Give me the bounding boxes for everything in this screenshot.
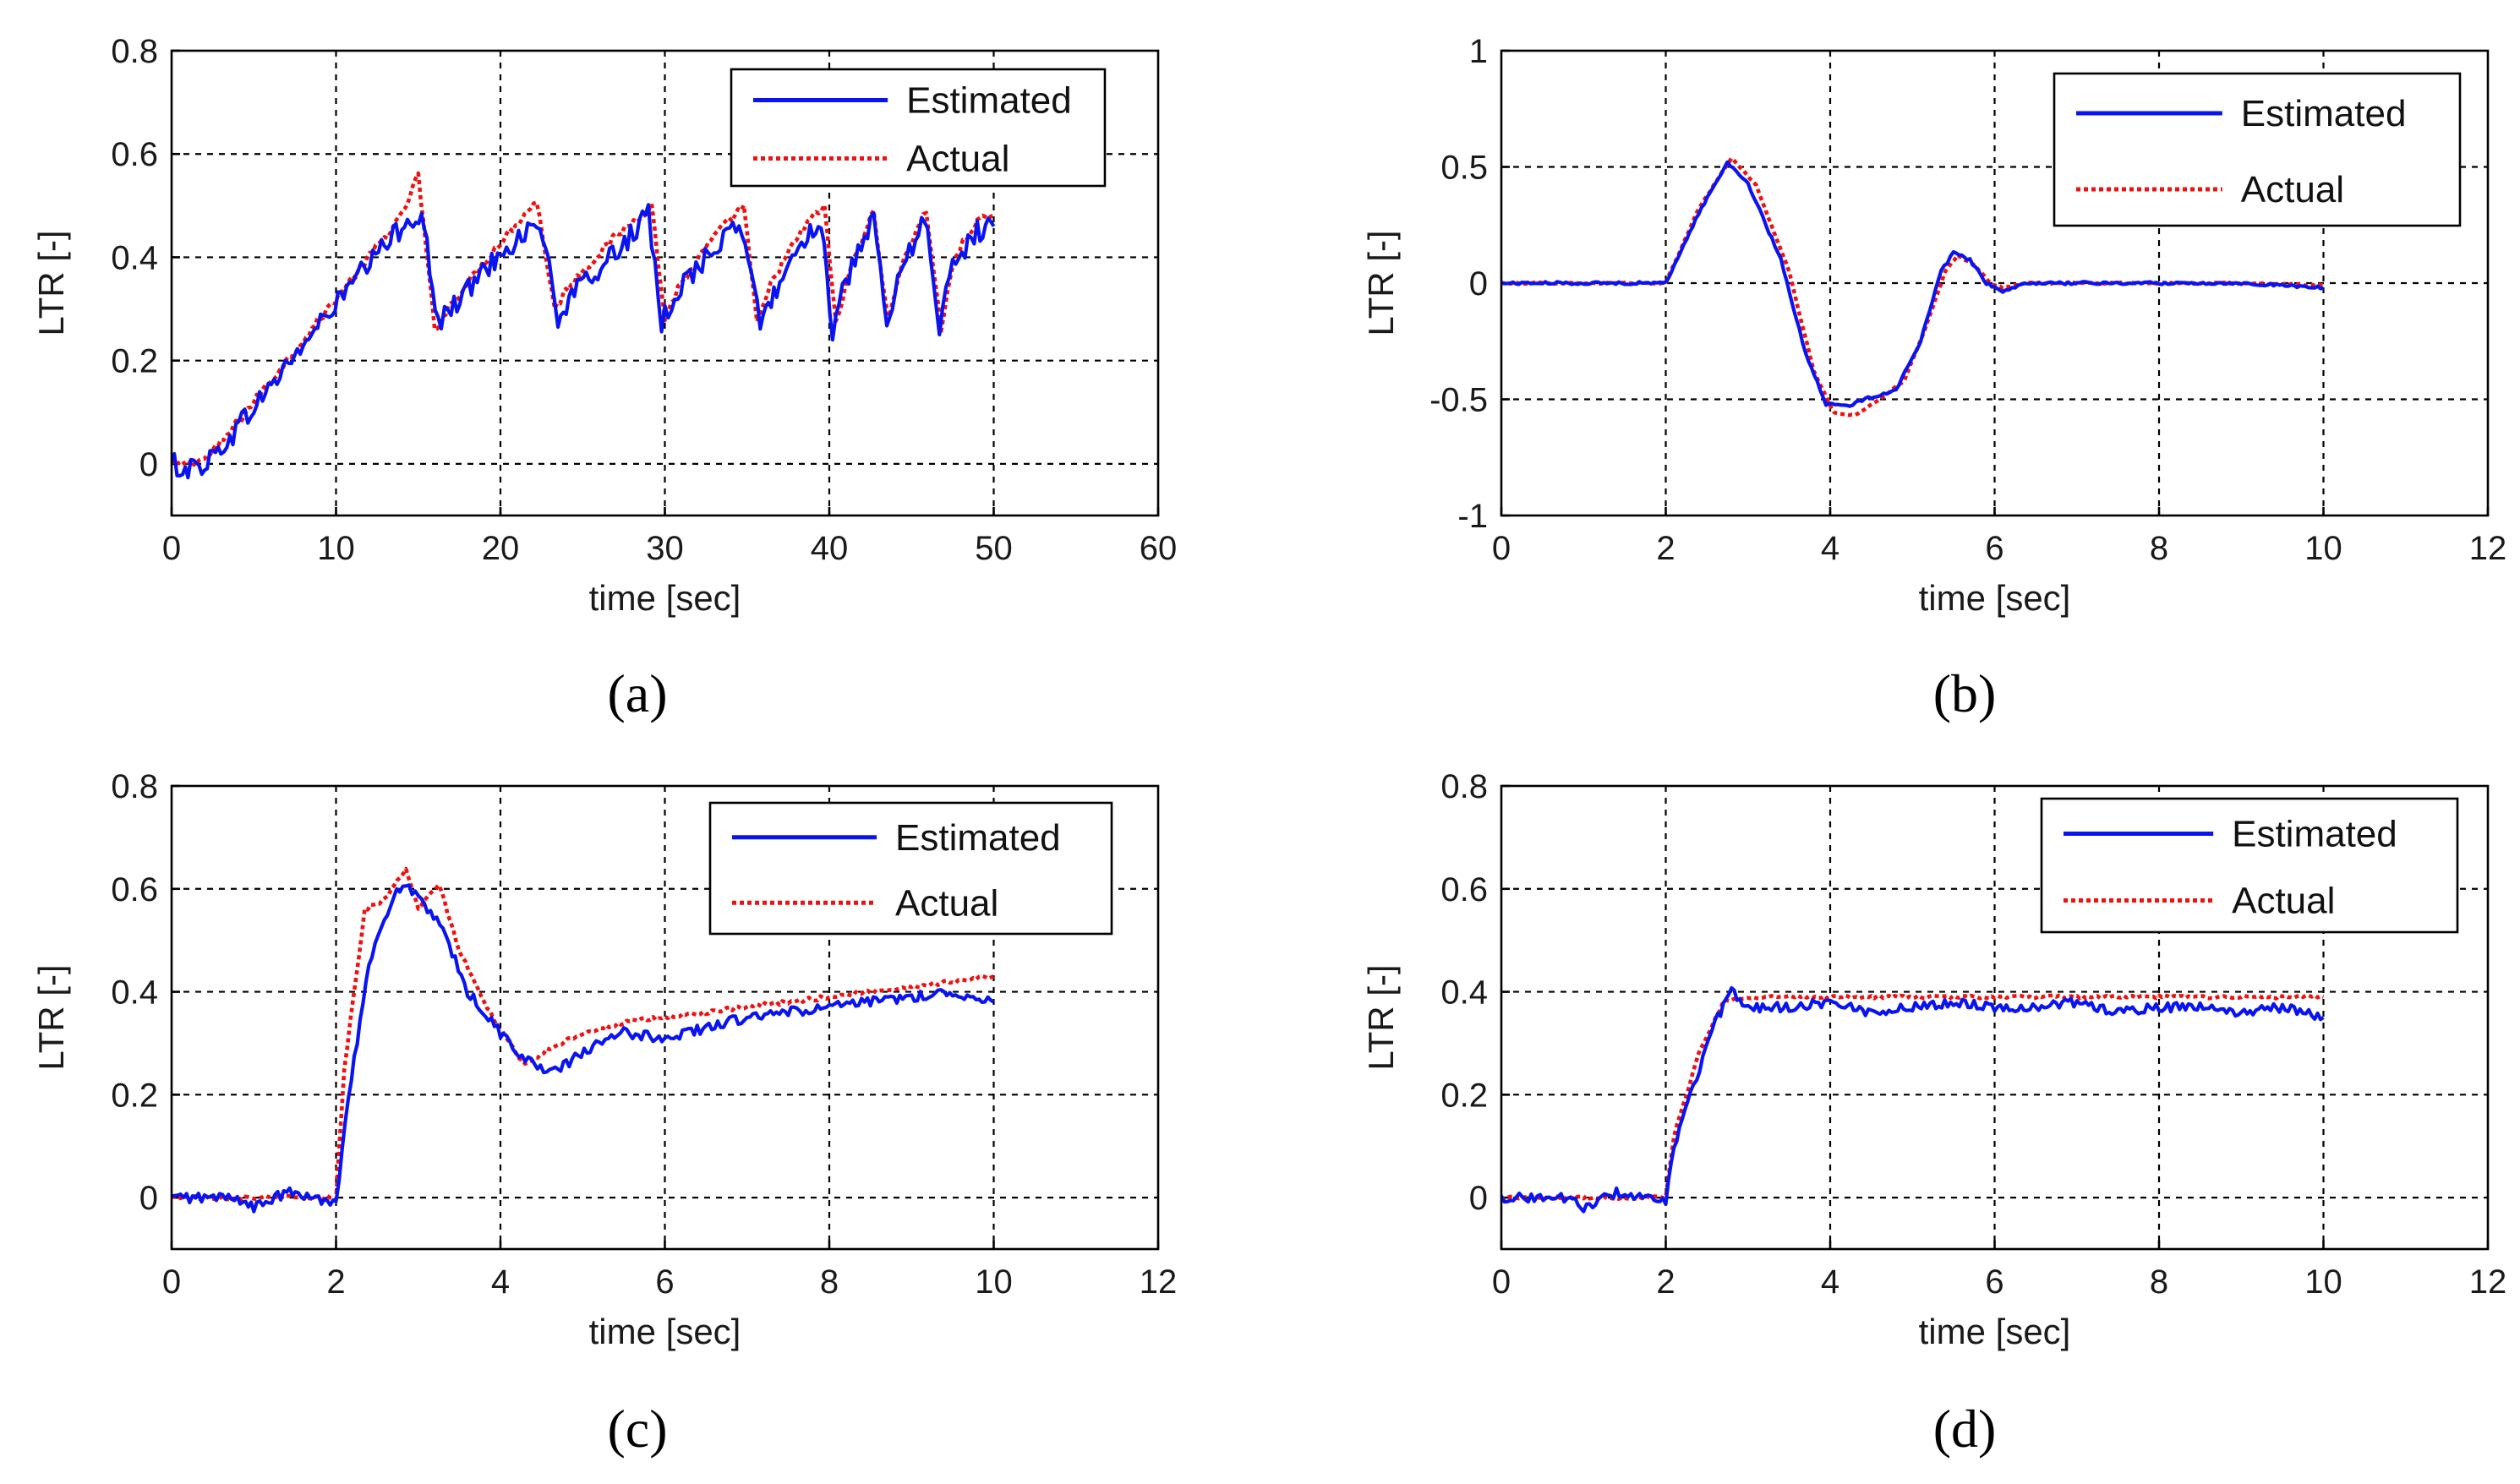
- x-tick-label: 2: [1656, 1263, 1675, 1301]
- series-line-actual: [1501, 993, 2325, 1202]
- y-tick-label: 0.2: [1440, 1077, 1488, 1114]
- chart-panel-d: (d) 0 2 4 6 8 10 12 0 0.2 0.4 0.6 0.8 time [sec] LTR …: [1361, 768, 2506, 1459]
- x-tick-label: 6: [655, 1263, 674, 1301]
- y-axis-label: LTR [-]: [31, 230, 71, 336]
- y-tick-label: 0: [139, 446, 158, 483]
- chart-panel-c: (c) 0 2 4 6 8 10 12 0 0.2 0.4 0.6 0.8 time [sec] LTR …: [31, 768, 1177, 1459]
- legend-label: Actual: [2241, 169, 2344, 210]
- y-tick-label: 0: [1469, 1180, 1488, 1217]
- x-tick-label: 4: [491, 1263, 510, 1301]
- series-line-estimated: [1501, 985, 2325, 1214]
- x-tick-label: 10: [2304, 530, 2342, 567]
- legend-label: Estimated: [906, 80, 1072, 122]
- x-tick-label: 12: [2469, 530, 2507, 567]
- y-tick-label: 0.2: [111, 1077, 158, 1114]
- panel-caption: (d): [1933, 1399, 1997, 1459]
- x-tick-label: 60: [1140, 530, 1178, 567]
- panel-caption: (c): [607, 1399, 667, 1459]
- chart-panel-b: (b) 0 2 4 6 8 10 12 -1 -0.5 0 0.5 1 time [sec] LTR [-…: [1361, 33, 2506, 723]
- x-tick-label: 8: [820, 1263, 839, 1301]
- x-tick-label: 12: [1140, 1263, 1178, 1301]
- x-tick-label: 12: [2469, 1263, 2507, 1301]
- legend-label: Estimated: [2232, 814, 2397, 855]
- plot-frame: [170, 49, 1160, 517]
- x-axis-label: time [sec]: [589, 578, 741, 618]
- y-tick-label: 0.8: [1440, 768, 1488, 805]
- legend: Estimated Actual: [2040, 797, 2459, 934]
- y-tick-label: 0.5: [1440, 150, 1488, 187]
- chart-panel-a: (a) 0 10 20 30 40 50 60 0 0.2 0.4 0.6 0.8 time [sec]…: [31, 33, 1177, 723]
- x-tick-label: 0: [162, 530, 181, 567]
- x-tick-label: 40: [811, 530, 849, 567]
- legend-label: Actual: [2232, 881, 2335, 922]
- x-tick-label: 8: [2150, 1263, 2168, 1301]
- y-tick-label: 0.6: [111, 136, 158, 173]
- y-axis-label: LTR [-]: [1361, 964, 1401, 1070]
- y-tick-label: 0.4: [111, 239, 158, 276]
- legend-label: Actual: [906, 139, 1009, 180]
- x-tick-label: 8: [2150, 530, 2168, 567]
- y-tick-label: 0.8: [111, 768, 158, 805]
- legend-label: Estimated: [895, 817, 1061, 859]
- y-tick-label: 0: [139, 1180, 158, 1217]
- y-tick-label: 0.6: [111, 871, 158, 908]
- series-line-estimated: [172, 883, 995, 1214]
- y-tick-label: 0.4: [1440, 974, 1488, 1012]
- panel-caption: (a): [607, 663, 667, 723]
- x-tick-label: 4: [1821, 1263, 1839, 1301]
- panel-caption: (b): [1933, 663, 1997, 723]
- x-tick-label: 20: [482, 530, 520, 567]
- y-tick-label: 1: [1469, 33, 1488, 70]
- x-tick-label: 50: [975, 530, 1013, 567]
- legend-box: [2053, 72, 2462, 227]
- x-tick-label: 0: [1492, 1263, 1511, 1301]
- legend-label: Estimated: [2241, 93, 2407, 134]
- series-line-estimated: [172, 203, 996, 480]
- x-axis-label: time [sec]: [1919, 1312, 2071, 1351]
- y-tick-label: 0.4: [111, 974, 158, 1012]
- y-axis-label: LTR [-]: [31, 964, 71, 1070]
- x-tick-label: 30: [646, 530, 684, 567]
- plot-frame: [1500, 784, 2490, 1251]
- x-axis-label: time [sec]: [1919, 578, 2071, 618]
- x-tick-label: 10: [317, 530, 355, 567]
- plot-frame: [170, 784, 1160, 1251]
- y-tick-label: 0.8: [111, 33, 158, 70]
- x-tick-label: 6: [1985, 530, 2003, 567]
- x-tick-label: 0: [1492, 530, 1511, 567]
- series-line-estimated: [1501, 160, 2325, 408]
- y-tick-label: -1: [1457, 498, 1488, 535]
- x-tick-label: 10: [975, 1263, 1013, 1301]
- x-tick-label: 2: [1656, 530, 1675, 567]
- legend-box: [708, 801, 1113, 936]
- x-axis-label: time [sec]: [589, 1312, 741, 1351]
- y-axis-label: LTR [-]: [1361, 230, 1401, 336]
- y-tick-label: 0.2: [111, 343, 158, 380]
- y-tick-label: 0: [1469, 265, 1488, 303]
- x-tick-label: 6: [1985, 1263, 2003, 1301]
- legend: Estimated Actual: [2053, 72, 2462, 227]
- y-tick-label: -0.5: [1429, 382, 1488, 419]
- x-tick-label: 4: [1821, 530, 1839, 567]
- plot-frame: [1500, 49, 2490, 517]
- legend: Estimated Actual: [708, 801, 1113, 936]
- legend-box: [2040, 797, 2459, 934]
- legend: Estimated Actual: [730, 68, 1107, 188]
- legend-label: Actual: [895, 882, 998, 924]
- x-tick-label: 0: [162, 1263, 181, 1301]
- y-tick-label: 0.6: [1440, 871, 1488, 908]
- x-tick-label: 10: [2304, 1263, 2342, 1301]
- x-tick-label: 2: [326, 1263, 345, 1301]
- legend-box: [730, 68, 1107, 188]
